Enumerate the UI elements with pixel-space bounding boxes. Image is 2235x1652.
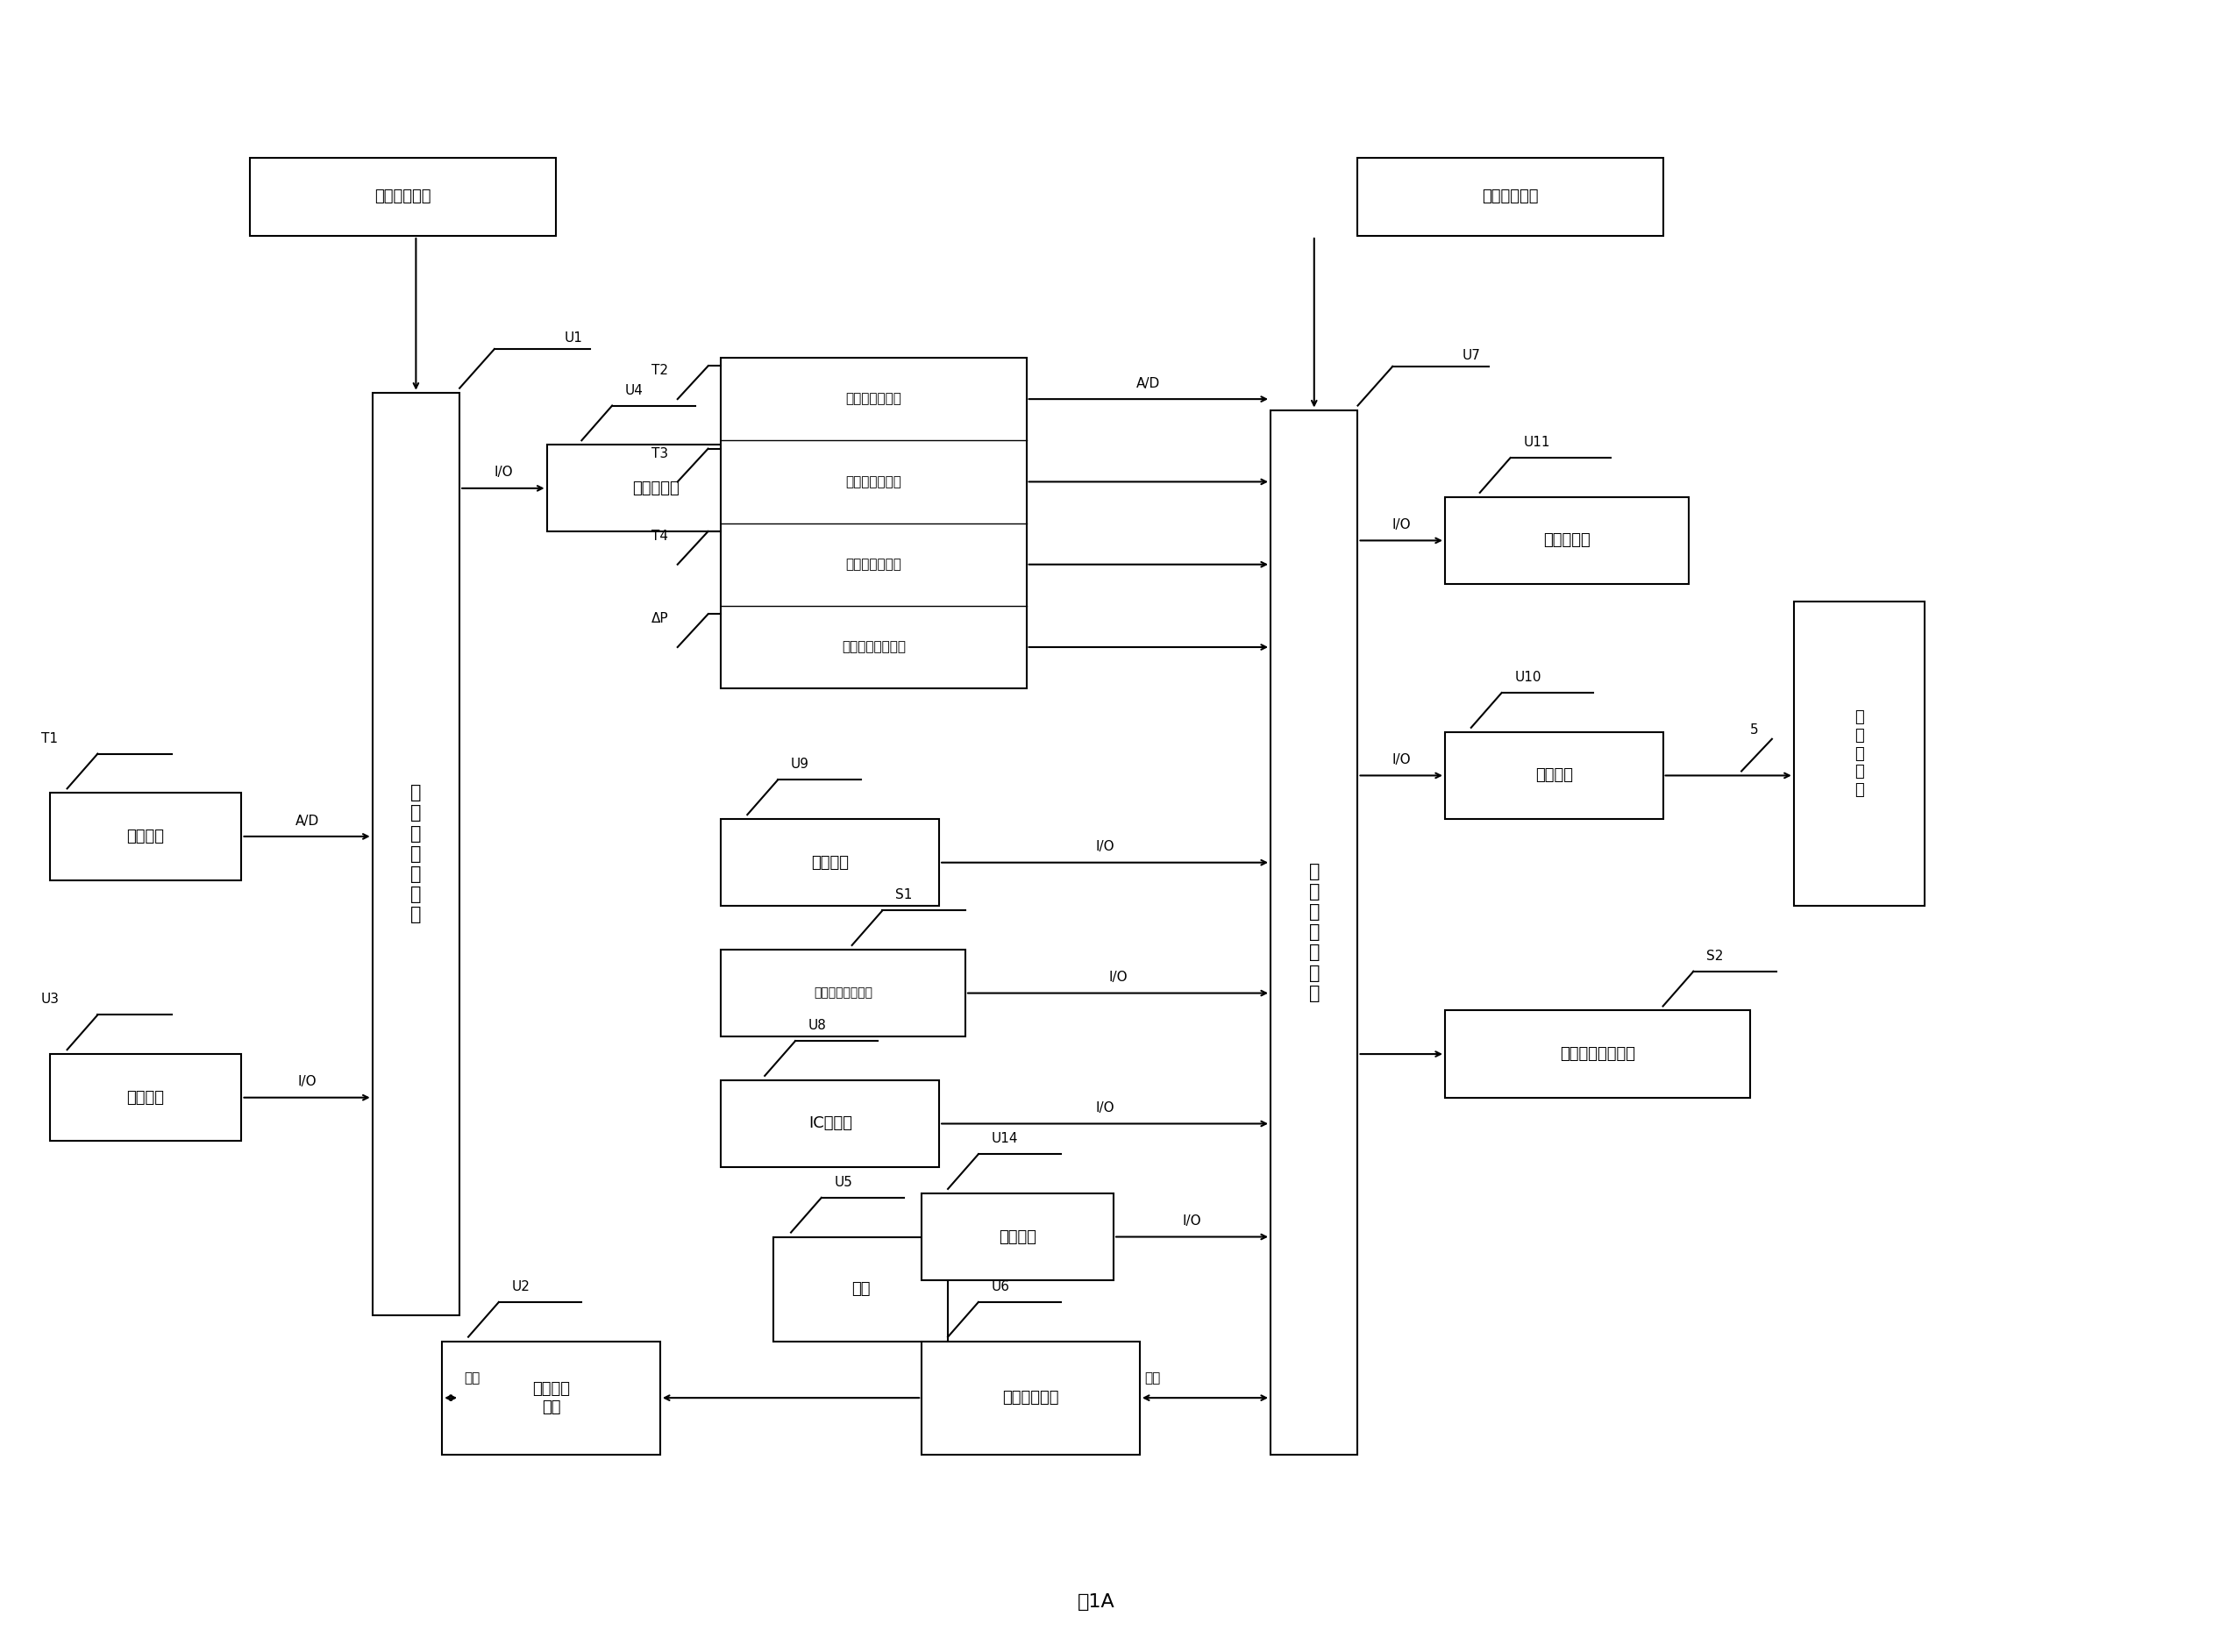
Text: 第一显示器: 第一显示器 (633, 481, 679, 496)
Text: U11: U11 (1524, 436, 1551, 449)
FancyBboxPatch shape (1357, 157, 1663, 236)
FancyBboxPatch shape (373, 393, 460, 1315)
Text: U4: U4 (626, 383, 644, 396)
Text: ΔP: ΔP (650, 613, 668, 626)
FancyBboxPatch shape (722, 819, 939, 905)
FancyBboxPatch shape (1446, 1011, 1750, 1097)
Text: U5: U5 (834, 1176, 854, 1189)
FancyBboxPatch shape (443, 1341, 659, 1454)
Text: S2: S2 (1708, 950, 1723, 963)
Text: T2: T2 (650, 363, 668, 377)
Text: 图1A: 图1A (1077, 1594, 1115, 1611)
FancyBboxPatch shape (548, 444, 764, 532)
Text: 5: 5 (1750, 724, 1759, 737)
Text: U3: U3 (40, 993, 60, 1006)
Text: 室内温度: 室内温度 (127, 829, 165, 844)
Text: 第二电源模块: 第二电源模块 (1482, 188, 1538, 205)
Text: 第二键盘: 第二键盘 (999, 1229, 1037, 1244)
Text: T1: T1 (40, 732, 58, 745)
FancyBboxPatch shape (773, 1237, 948, 1341)
Text: I/O: I/O (1095, 841, 1115, 854)
Text: T4: T4 (650, 530, 668, 544)
Text: U8: U8 (809, 1019, 827, 1032)
FancyBboxPatch shape (921, 1193, 1113, 1280)
Text: 第二显示器: 第二显示器 (1544, 532, 1591, 548)
Text: 驱动放大: 驱动放大 (1535, 768, 1573, 783)
Text: 抄表: 抄表 (852, 1282, 869, 1297)
Text: I/O: I/O (1095, 1102, 1115, 1115)
Text: A/D: A/D (1138, 377, 1160, 390)
Text: 室外温度传感器: 室外温度传感器 (845, 393, 901, 406)
Text: 第一电源模块: 第一电源模块 (375, 188, 431, 205)
Text: 串口: 串口 (1144, 1371, 1160, 1384)
Text: I/O: I/O (1109, 971, 1126, 985)
FancyBboxPatch shape (722, 1080, 939, 1168)
Text: S1: S1 (896, 889, 912, 902)
Text: 第二通讯接口: 第二通讯接口 (1004, 1389, 1059, 1406)
Text: 相邻住户采暖信号: 相邻住户采暖信号 (814, 986, 872, 999)
Text: I/O: I/O (1392, 519, 1410, 532)
Text: U7: U7 (1462, 349, 1482, 362)
FancyBboxPatch shape (1446, 497, 1690, 585)
Text: 发送采暖开关信号: 发送采暖开关信号 (1560, 1046, 1636, 1062)
Text: 第
一
中
央
处
理
器: 第 一 中 央 处 理 器 (411, 785, 422, 923)
Text: U10: U10 (1515, 671, 1542, 684)
FancyBboxPatch shape (1446, 732, 1663, 819)
FancyBboxPatch shape (1795, 601, 1924, 905)
Text: U14: U14 (992, 1132, 1019, 1145)
FancyBboxPatch shape (1269, 410, 1357, 1454)
FancyBboxPatch shape (722, 358, 1026, 689)
Text: 地址开关: 地址开关 (811, 854, 849, 871)
Text: 串口: 串口 (465, 1371, 481, 1384)
Text: 第一通讯
接口: 第一通讯 接口 (532, 1381, 570, 1414)
Text: I/O: I/O (297, 1075, 317, 1089)
Text: U1: U1 (563, 332, 583, 345)
Text: I/O: I/O (1182, 1214, 1202, 1227)
Text: T3: T3 (650, 446, 668, 459)
Text: I/O: I/O (1392, 753, 1410, 767)
FancyBboxPatch shape (49, 1054, 241, 1142)
Text: 供水温度传感器: 供水温度传感器 (845, 476, 901, 489)
FancyBboxPatch shape (722, 950, 966, 1037)
FancyBboxPatch shape (921, 1341, 1140, 1454)
Text: 回水温度传感器: 回水温度传感器 (845, 558, 901, 572)
Text: U6: U6 (992, 1280, 1010, 1294)
Text: 第一键盘: 第一键盘 (127, 1090, 165, 1105)
Text: 供回水压差变送器: 供回水压差变送器 (843, 641, 905, 654)
Text: 电
动
三
通
阀: 电 动 三 通 阀 (1855, 709, 1864, 798)
Text: U9: U9 (791, 758, 809, 771)
Text: A/D: A/D (295, 814, 320, 828)
FancyBboxPatch shape (250, 157, 557, 236)
Text: 第
二
中
央
处
理
器: 第 二 中 央 处 理 器 (1310, 862, 1319, 1003)
FancyBboxPatch shape (49, 793, 241, 881)
Text: I/O: I/O (494, 466, 512, 479)
Text: U2: U2 (512, 1280, 530, 1294)
Text: IC卡接口: IC卡接口 (809, 1115, 852, 1132)
